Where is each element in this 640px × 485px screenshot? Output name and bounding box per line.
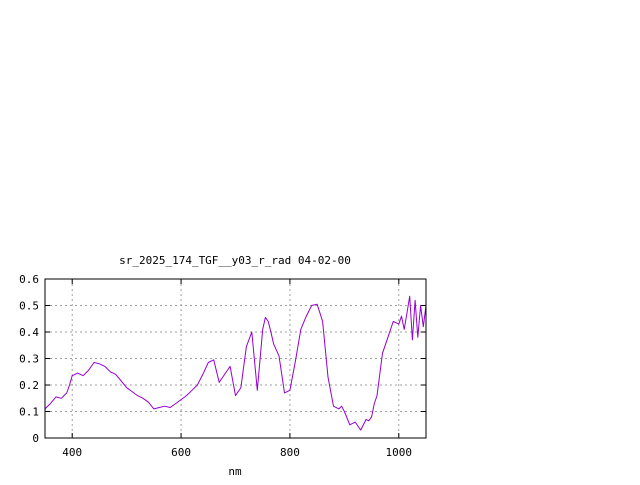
series-layer	[44, 295, 427, 431]
y-tick-label: 0.5	[19, 300, 39, 313]
y-tick-label: 0.6	[19, 273, 39, 286]
x-axis-label: nm	[228, 465, 242, 478]
y-tick-label: 0.4	[19, 326, 39, 339]
x-tick-label: 1000	[386, 446, 413, 459]
chart-title: sr_2025_174_TGF__y03_r_rad 04-02-00	[119, 254, 351, 267]
tick-marks	[45, 278, 426, 439]
x-tick-label: 800	[280, 446, 300, 459]
y-tick-label: 0	[32, 432, 39, 445]
y-tick-label: 0.2	[19, 379, 39, 392]
y-tick-label: 0.3	[19, 353, 39, 366]
y-tick-label: 0.1	[19, 406, 39, 419]
series-line	[44, 295, 427, 431]
tick-labels: 400 600 800 1000 0 0.1 0.2 0.3 0.4 0.5 0.6	[19, 273, 412, 459]
x-tick-label: 400	[62, 446, 82, 459]
grid-lines	[45, 279, 426, 438]
x-tick-label: 600	[171, 446, 191, 459]
